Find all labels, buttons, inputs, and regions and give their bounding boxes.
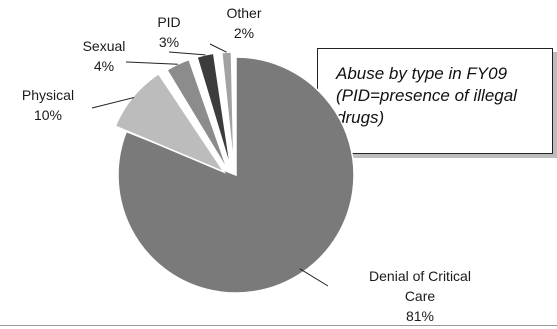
leader-line-physical <box>91 97 135 109</box>
slice-label-pid: PID 3% <box>157 14 180 50</box>
slice-label-sexual: Sexual 4% <box>83 38 126 74</box>
slice-labels: Denial of Critical Care 81% Physical 10%Sexu… <box>22 5 471 324</box>
pie-slices <box>114 51 355 294</box>
leader-line-pid <box>168 51 206 56</box>
bottom-rule <box>0 325 557 326</box>
slice-label-other: Other 2% <box>226 5 261 41</box>
pie-slice-denial-of-critical-care <box>117 56 355 294</box>
leader-line-sexual <box>125 61 178 65</box>
slice-label-denial-of-critical-care: Denial of Critical Care 81% <box>369 268 471 324</box>
pie-slice-other <box>220 51 235 171</box>
leader-lines <box>91 43 329 287</box>
chart-title: Abuse by type in FY09 (PID=presence of i… <box>317 48 553 154</box>
pie-slice-physical <box>114 72 227 174</box>
leader-line-denial-of-critical-care <box>299 268 329 287</box>
leader-line-other <box>209 43 227 53</box>
slice-label-physical: Physical 10% <box>22 87 74 123</box>
